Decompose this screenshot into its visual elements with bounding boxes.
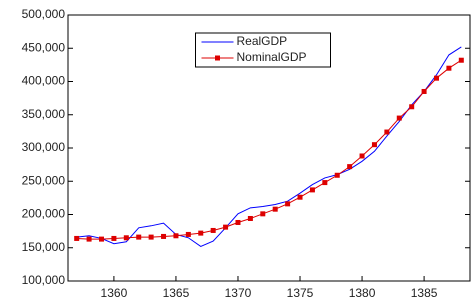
y-tick-label: 250,000 <box>22 173 66 187</box>
series-marker <box>211 228 216 233</box>
series-line <box>77 60 462 239</box>
series-marker <box>397 116 402 121</box>
series-marker <box>149 235 154 240</box>
y-tick-label: 150,000 <box>22 240 66 254</box>
x-tick-label: 1360 <box>101 286 128 300</box>
series-marker <box>74 236 79 241</box>
series-marker <box>298 195 303 200</box>
series-marker <box>459 58 464 63</box>
series-marker <box>124 235 129 240</box>
series-marker <box>161 234 166 239</box>
series-marker <box>384 130 389 135</box>
series-marker <box>347 164 352 169</box>
series-marker <box>310 187 315 192</box>
y-tick-label: 450,000 <box>22 40 66 54</box>
series-marker <box>87 237 92 242</box>
y-tick-label: 100,000 <box>22 273 66 287</box>
series-marker <box>248 216 253 221</box>
x-tick-label: 1370 <box>225 286 252 300</box>
y-tick-label: 350,000 <box>22 107 66 121</box>
series-marker <box>434 76 439 81</box>
series-marker <box>198 231 203 236</box>
series-marker <box>111 236 116 241</box>
y-tick-label: 300,000 <box>22 140 66 154</box>
x-tick-label: 1365 <box>163 286 190 300</box>
series-marker <box>360 153 365 158</box>
series-marker <box>235 220 240 225</box>
series-marker <box>422 89 427 94</box>
series-marker <box>335 173 340 178</box>
series-marker <box>173 233 178 238</box>
legend-marker <box>215 56 220 61</box>
chart: 100,000 150,000 200,000 250,000 300,000 350,0… <box>0 0 474 305</box>
y-tick-label: 500,000 <box>22 7 66 21</box>
x-tick-label: 1385 <box>411 286 438 300</box>
x-tick-label: 1380 <box>349 286 376 300</box>
series-marker <box>260 211 265 216</box>
series-marker <box>136 235 141 240</box>
y-tick-label: 200,000 <box>22 207 66 221</box>
series-marker <box>372 142 377 147</box>
series-marker <box>446 66 451 71</box>
series-marker <box>223 225 228 230</box>
y-tick-label: 400,000 <box>22 74 66 88</box>
series-line <box>77 47 462 247</box>
series-marker <box>285 201 290 206</box>
x-tick-label: 1375 <box>287 286 314 300</box>
series-marker <box>99 237 104 242</box>
page: {"chart_data": {"type": "line", "x": [13… <box>0 0 474 305</box>
series-marker <box>186 232 191 237</box>
legend-label: NominalGDP <box>237 50 307 64</box>
legend-label: RealGDP <box>237 34 288 48</box>
series-marker <box>273 207 278 212</box>
series-marker <box>409 104 414 109</box>
series-marker <box>322 180 327 185</box>
